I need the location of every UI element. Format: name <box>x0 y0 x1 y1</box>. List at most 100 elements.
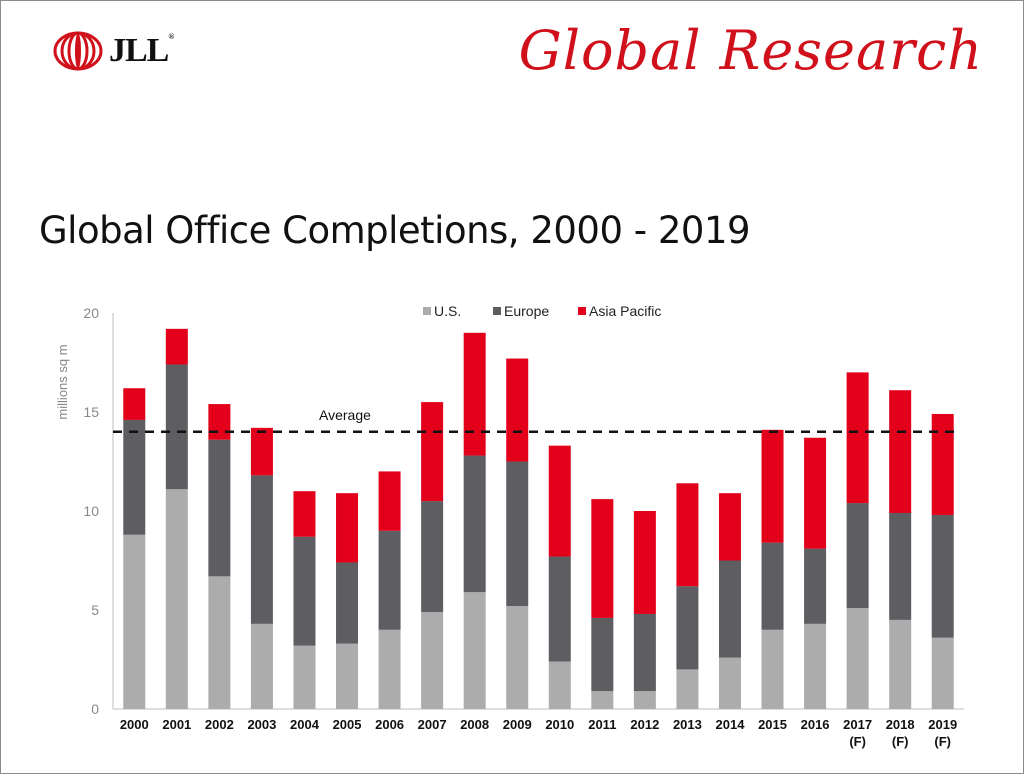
bar-u-s--2005 <box>336 643 359 709</box>
bar-u-s--2015 <box>761 629 784 709</box>
x-tick-label: 2008 <box>460 717 489 732</box>
x-tick-label: 2003 <box>247 717 276 732</box>
bar-asia-pacific-2015 <box>761 429 784 543</box>
bar-asia-pacific-2004 <box>293 491 316 537</box>
bar-europe-2015 <box>761 542 784 630</box>
y-tick-label: 15 <box>83 404 99 420</box>
y-tick-label: 20 <box>83 305 99 321</box>
bar-asia-pacific-2007 <box>421 402 444 502</box>
legend-label: Asia Pacific <box>589 303 661 319</box>
x-tick-label: 2019 (F) <box>928 717 957 749</box>
jll-logo: JLL® <box>53 31 174 71</box>
x-tick-label: 2009 <box>503 717 532 732</box>
x-tick-label: 2014 <box>716 717 746 732</box>
bar-europe-2006 <box>378 530 401 630</box>
chart-title: Global Office Completions, 2000 - 2019 <box>39 209 751 252</box>
y-tick-label: 5 <box>91 602 99 618</box>
bar-u-s--2010 <box>548 661 571 709</box>
bar-u-s--2004 <box>293 645 316 709</box>
legend-swatch-asia-pacific <box>578 307 586 315</box>
bar-europe-2018 <box>889 512 912 620</box>
x-tick-label: 2001 <box>162 717 191 732</box>
bar-u-s--2012 <box>633 691 656 709</box>
bar-u-s--2002 <box>208 576 231 709</box>
x-tick-label: 2000 <box>120 717 149 732</box>
bar-asia-pacific-2019 <box>931 413 954 515</box>
bar-asia-pacific-2008 <box>463 332 486 456</box>
bar-asia-pacific-2018 <box>889 390 912 513</box>
bar-europe-2014 <box>718 560 741 658</box>
bar-asia-pacific-2009 <box>506 358 529 462</box>
bar-europe-2019 <box>931 514 954 638</box>
legend-label: Europe <box>504 303 549 319</box>
x-tick-label: 2004 <box>290 717 320 732</box>
brand-title: Global Research <box>518 19 983 82</box>
bar-asia-pacific-2006 <box>378 471 401 531</box>
bar-u-s--2008 <box>463 592 486 709</box>
x-tick-label: 2015 <box>758 717 787 732</box>
x-tick-label: 2010 <box>545 717 574 732</box>
y-tick-label: 10 <box>83 503 99 519</box>
bar-u-s--2018 <box>889 619 912 709</box>
bar-u-s--2007 <box>421 611 444 709</box>
bar-asia-pacific-2011 <box>591 499 614 618</box>
x-tick-label: 2006 <box>375 717 404 732</box>
bar-europe-2003 <box>250 475 273 624</box>
bar-europe-2011 <box>591 617 614 692</box>
bar-u-s--2009 <box>506 606 529 709</box>
x-tick-label: 2018 (F) <box>886 717 915 749</box>
bar-europe-2017 <box>846 503 869 609</box>
bar-u-s--2013 <box>676 669 699 709</box>
x-tick-label: 2016 <box>801 717 830 732</box>
y-axis-label: millions sq m <box>55 344 70 419</box>
bar-u-s--2011 <box>591 691 614 709</box>
x-tick-label: 2005 <box>333 717 362 732</box>
bar-asia-pacific-2000 <box>123 388 146 420</box>
bar-asia-pacific-2002 <box>208 404 231 440</box>
bar-europe-2000 <box>123 419 146 535</box>
bar-asia-pacific-2012 <box>633 511 656 614</box>
bar-u-s--2006 <box>378 629 401 709</box>
bar-asia-pacific-2003 <box>250 427 273 476</box>
bar-u-s--2003 <box>250 623 273 709</box>
x-tick-label: 2007 <box>418 717 447 732</box>
bar-asia-pacific-2016 <box>804 437 827 549</box>
bar-europe-2016 <box>804 548 827 624</box>
bar-asia-pacific-2001 <box>165 328 188 365</box>
x-tick-label: 2017 (F) <box>843 717 872 749</box>
bar-europe-2004 <box>293 536 316 646</box>
bar-u-s--2001 <box>165 489 188 709</box>
bar-europe-2009 <box>506 461 529 607</box>
bar-asia-pacific-2010 <box>548 445 571 557</box>
bar-europe-2005 <box>336 562 359 644</box>
bar-u-s--2016 <box>804 623 827 709</box>
bar-u-s--2019 <box>931 637 954 709</box>
bar-europe-2002 <box>208 439 231 577</box>
bar-europe-2001 <box>165 364 188 490</box>
bar-europe-2007 <box>421 501 444 612</box>
bar-asia-pacific-2017 <box>846 372 869 504</box>
x-tick-label: 2013 <box>673 717 702 732</box>
bar-u-s--2014 <box>718 657 741 709</box>
x-tick-label: 2011 <box>588 717 616 732</box>
legend-swatch-europe <box>493 307 501 315</box>
bar-asia-pacific-2014 <box>718 493 741 561</box>
stacked-bar-chart: 0 5 10 15 20 millions sq m 2000 2001 2002 2003 200… <box>55 303 964 749</box>
logo-text: JLL® <box>109 32 174 69</box>
bar-europe-2008 <box>463 455 486 593</box>
legend-label: U.S. <box>434 303 461 319</box>
bar-asia-pacific-2013 <box>676 483 699 587</box>
bar-europe-2013 <box>676 586 699 670</box>
bar-asia-pacific-2005 <box>336 493 359 563</box>
legend-swatch-u-s- <box>423 307 431 315</box>
y-tick-label: 0 <box>91 701 99 717</box>
bar-europe-2010 <box>548 556 571 662</box>
average-label: Average <box>319 407 371 423</box>
bar-u-s--2017 <box>846 608 869 709</box>
bar-u-s--2000 <box>123 534 146 709</box>
bar-europe-2012 <box>633 613 656 692</box>
jll-emblem-icon <box>53 31 103 71</box>
x-tick-label: 2012 <box>630 717 659 732</box>
x-tick-label: 2002 <box>205 717 234 732</box>
